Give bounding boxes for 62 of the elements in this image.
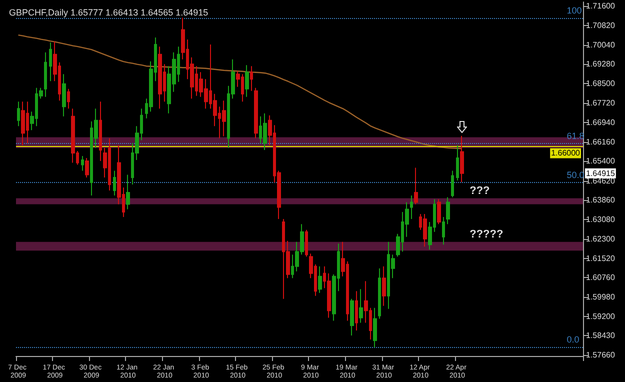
- candlestick: [126, 174, 130, 210]
- y-tick-label: 1.57660: [586, 350, 616, 360]
- candlestick: [359, 288, 363, 324]
- candlestick: [423, 214, 427, 248]
- candlestick: [460, 135, 464, 183]
- candlestick: [81, 155, 84, 172]
- y-tick-label: 1.60760: [586, 272, 616, 282]
- candlestick: [378, 268, 381, 320]
- y-tick-label: 1.58430: [586, 331, 616, 340]
- band-label: ?????: [470, 228, 504, 240]
- y-tick-label: 1.61520: [586, 254, 616, 263]
- candlestick: [410, 195, 413, 220]
- y-tick-label: 1.70040: [586, 40, 616, 50]
- candlestick: [62, 74, 66, 117]
- candlestick: [350, 298, 354, 336]
- candlestick: [158, 46, 162, 110]
- candlestick: [437, 198, 441, 225]
- candlestick: [17, 101, 20, 127]
- candlestick: [71, 108, 75, 164]
- candlestick: [250, 66, 253, 92]
- candlestick: [382, 266, 386, 306]
- candlestick: [305, 229, 308, 258]
- y-tick-label: 1.64620: [586, 176, 616, 186]
- y-tick-label: 1.62300: [586, 234, 616, 244]
- ref-line-label: 1.66000: [551, 148, 581, 158]
- band-label: ???: [470, 184, 490, 197]
- y-tick-label: 1.69280: [586, 60, 616, 69]
- candlestick: [44, 52, 47, 98]
- candlestick: [456, 144, 459, 181]
- candlestick: [254, 87, 258, 139]
- annotation: 0.0: [566, 334, 580, 345]
- candlestick: [442, 216, 445, 246]
- candlestick: [414, 167, 418, 205]
- y-tick-label: 1.63860: [586, 195, 616, 204]
- text: GBPCHF,Daily 1.65777 1.66413 1.64565 1.64915: [9, 8, 208, 18]
- y-tick-label: 1.63080: [586, 214, 616, 224]
- y-tick-label: 1.59200: [586, 312, 616, 321]
- y-tick-label: 1.66160: [586, 138, 616, 147]
- y-tick-label: 1.59980: [586, 292, 616, 302]
- candlestick: [49, 42, 52, 82]
- candlestick: [373, 307, 377, 348]
- candlestick: [446, 196, 450, 225]
- candlestick: [318, 266, 322, 294]
- candlestick: [222, 100, 226, 137]
- y-tick-label: 1.67720: [586, 98, 616, 108]
- text: 1.64915: [586, 168, 616, 178]
- line-series: [18, 34, 462, 150]
- candlestick: [355, 290, 358, 331]
- y-tick-label: 1.70820: [586, 21, 616, 30]
- candlestick: [263, 112, 267, 150]
- candlestick: [113, 170, 116, 196]
- y-tick-label: 1.65400: [586, 156, 616, 166]
- candlestick: [85, 157, 89, 178]
- y-tick-label: 1.66940: [586, 118, 616, 128]
- candlestick: [67, 88, 70, 110]
- candlestick: [99, 101, 102, 162]
- candlestick: [21, 101, 25, 146]
- candlestick: [451, 170, 454, 198]
- y-tick-label: 1.71600: [586, 2, 616, 11]
- annotation: 100: [566, 5, 582, 16]
- candlestick: [245, 64, 249, 98]
- y-tick-label: 1.68500: [586, 79, 616, 88]
